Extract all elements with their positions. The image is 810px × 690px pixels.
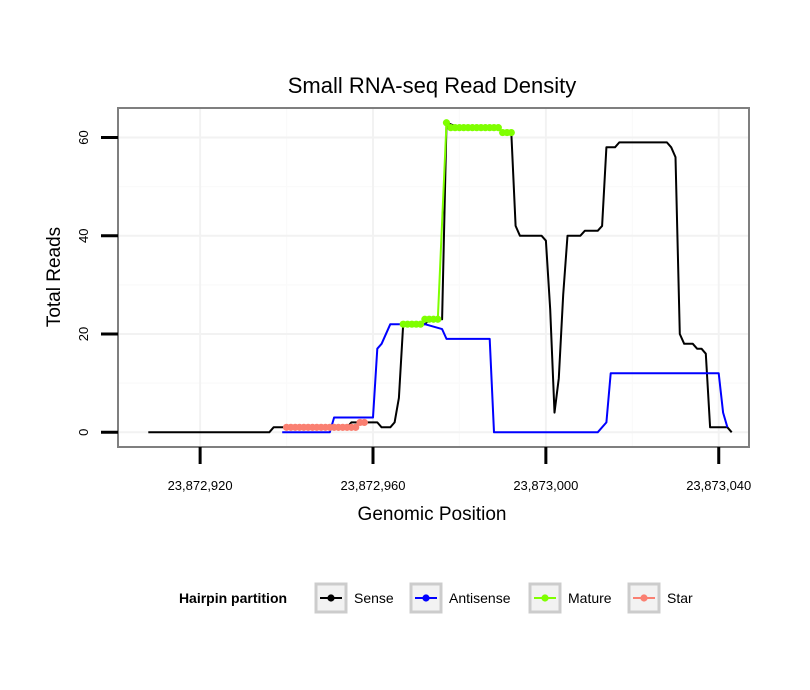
- chart-title: Small RNA-seq Read Density: [288, 73, 577, 98]
- x-tick-label: 23,872,920: [168, 478, 233, 493]
- legend-swatch-point-sense: [327, 594, 335, 602]
- legend-title: Hairpin partition: [179, 590, 287, 606]
- y-axis-label: Total Reads: [44, 227, 65, 327]
- series-line-sense: [148, 121, 733, 434]
- x-axis-label: Genomic Position: [358, 504, 507, 525]
- y-tick-label: 60: [76, 130, 91, 144]
- legend-swatch-point-mature: [541, 594, 549, 602]
- data-point-mature: [494, 124, 502, 132]
- legend-label-antisense: Antisense: [449, 590, 511, 606]
- legend-swatch-point-antisense: [422, 594, 430, 602]
- legend-label-sense: Sense: [354, 590, 394, 606]
- data-point-star: [352, 423, 360, 431]
- y-tick-label: 0: [76, 429, 91, 436]
- y-tick-label: 40: [76, 229, 91, 243]
- legend: Hairpin partition Sense Antisense Mature St…: [179, 582, 693, 614]
- plot-border: [117, 107, 750, 448]
- legend-swatch-point-star: [640, 594, 648, 602]
- grid-minor: [118, 108, 749, 447]
- series-line-antisense: [282, 323, 729, 434]
- y-tick-label: 20: [76, 327, 91, 341]
- y-axis-ticks: 0 20 40 60: [76, 130, 118, 436]
- data-point-mature: [434, 315, 442, 323]
- x-tick-label: 23,873,040: [686, 478, 751, 493]
- legend-label-mature: Mature: [568, 590, 612, 606]
- legend-label-star: Star: [667, 590, 693, 606]
- x-tick-label: 23,872,960: [340, 478, 405, 493]
- data-point-mature: [416, 320, 425, 328]
- plot-panel: [118, 108, 749, 447]
- series-points: [282, 119, 515, 431]
- data-point-star: [360, 418, 368, 427]
- x-tick-label: 23,873,000: [513, 478, 578, 493]
- x-axis-ticks: 23,872,920 23,872,960 23,873,000 23,873,040: [168, 447, 751, 493]
- data-point-mature: [507, 128, 515, 137]
- data-point-mature: [442, 119, 451, 127]
